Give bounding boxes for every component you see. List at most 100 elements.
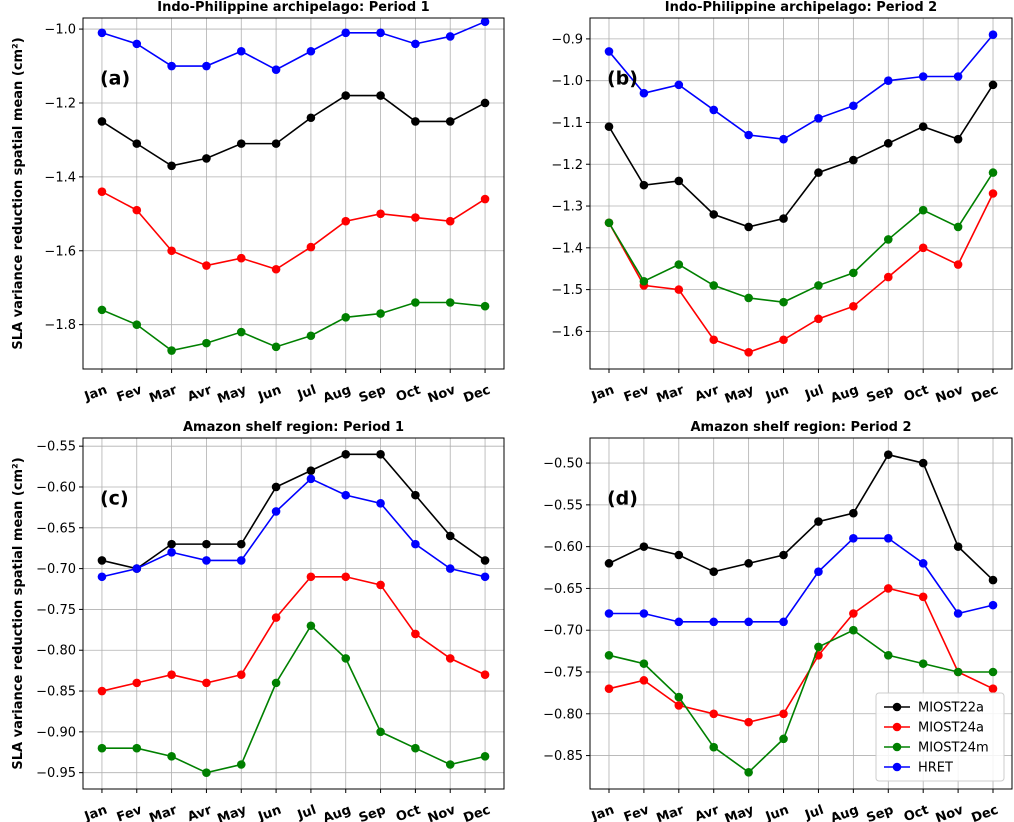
data-point-MIOST24m	[167, 752, 176, 761]
data-point-HRET	[604, 47, 614, 56]
data-point-MIOST24a	[988, 684, 998, 694]
data-point-MIOST22a	[341, 450, 351, 459]
y-tick-label: −0.60	[543, 540, 583, 555]
data-point-MIOST22a	[167, 539, 176, 549]
data-point-MIOST24m	[341, 654, 351, 663]
data-point-MIOST24m	[341, 312, 351, 322]
data-point-HRET	[814, 567, 823, 577]
data-point-HRET	[167, 547, 176, 557]
x-tick-label: Aug	[829, 383, 861, 407]
data-point-MIOST24m	[674, 260, 684, 269]
data-point-MIOST22a	[953, 134, 963, 144]
data-point-MIOST22a	[306, 113, 316, 123]
data-point-MIOST24m	[236, 760, 246, 769]
panel-label: (d)	[607, 488, 638, 510]
data-point-MIOST24a	[167, 246, 176, 256]
data-point-MIOST22a	[849, 155, 858, 165]
y-tick-label: −0.60	[36, 480, 76, 495]
x-tick-label: Nov	[426, 802, 458, 822]
data-point-MIOST22a	[202, 154, 211, 163]
data-point-MIOST22a	[883, 450, 893, 460]
x-tick-label: Sep	[357, 803, 388, 822]
x-tick-label: Jun	[763, 803, 791, 822]
data-point-MIOST24a	[674, 701, 684, 710]
data-point-HRET	[988, 30, 998, 40]
data-point-MIOST24a	[814, 314, 823, 324]
data-point-HRET	[674, 80, 684, 90]
data-point-HRET	[744, 130, 753, 140]
y-tick-label: −0.90	[36, 725, 76, 740]
data-point-HRET	[306, 46, 316, 56]
series-line-MIOST24a	[101, 575, 486, 692]
data-point-MIOST24m	[376, 727, 385, 737]
axes-frame	[82, 17, 505, 370]
data-point-MIOST24m	[779, 734, 788, 744]
x-tick-label: Oct	[902, 383, 931, 406]
y-tick-label: −1.4	[551, 241, 583, 256]
data-point-MIOST24a	[236, 253, 246, 263]
data-point-MIOST22a	[167, 161, 176, 171]
data-point-MIOST24m	[883, 650, 893, 660]
data-point-HRET	[341, 28, 351, 38]
data-point-MIOST24m	[306, 621, 316, 631]
data-point-HRET	[639, 609, 649, 618]
data-point-MIOST24m	[445, 298, 455, 307]
data-point-MIOST24a	[849, 609, 858, 618]
x-tick-label: May	[723, 382, 757, 406]
x-tick-label: Avr	[693, 382, 722, 405]
data-point-MIOST22a	[271, 139, 281, 148]
data-point-HRET	[167, 61, 176, 71]
data-point-MIOST24a	[341, 216, 351, 226]
data-point-MIOST24m	[202, 338, 211, 348]
data-point-MIOST22a	[988, 575, 998, 585]
y-tick-label: −1.2	[551, 158, 583, 173]
data-point-HRET	[918, 72, 928, 81]
series-line-MIOST22a	[101, 453, 486, 570]
data-point-MIOST22a	[988, 80, 998, 90]
x-tick-label: Jan	[589, 803, 617, 822]
x-tick-label: May	[215, 802, 249, 822]
data-point-MIOST22a	[639, 542, 649, 551]
series-line-MIOST22a	[101, 94, 486, 167]
data-point-MIOST24m	[236, 327, 246, 337]
data-point-MIOST24m	[744, 767, 753, 777]
x-tick-label: Jul	[295, 803, 319, 822]
data-point-MIOST22a	[97, 117, 107, 126]
axes-frame	[589, 437, 1013, 790]
y-tick-label: −1.8	[44, 318, 76, 333]
x-tick-label: Fev	[115, 802, 145, 822]
data-point-HRET	[849, 533, 858, 543]
y-tick-label: −1.0	[44, 23, 76, 38]
data-point-HRET	[953, 609, 963, 618]
legend-marker-HRET	[892, 762, 902, 772]
x-tick-label: Dec	[970, 803, 1001, 822]
data-point-MIOST22a	[341, 91, 351, 100]
series-line-MIOST24m	[608, 629, 994, 774]
data-point-HRET	[849, 101, 858, 111]
data-point-MIOST22a	[97, 556, 107, 565]
data-point-MIOST22a	[814, 168, 823, 177]
data-point-MIOST24m	[709, 742, 719, 752]
data-point-MIOST24a	[953, 260, 963, 269]
data-point-MIOST24a	[480, 670, 490, 680]
y-tick-label: −0.55	[36, 440, 76, 455]
x-tick-label: Fev	[622, 802, 652, 822]
data-point-HRET	[988, 600, 998, 610]
y-tick-label: −1.4	[44, 170, 76, 185]
data-point-MIOST24a	[445, 216, 455, 226]
x-tick-label: Dec	[970, 383, 1001, 406]
data-point-MIOST24m	[953, 667, 963, 677]
data-point-MIOST22a	[376, 450, 385, 459]
chart-panel-1: −1.8 −1.6 −1.4 −1.2 −1.0 Jan Fev Mar Avr May Jun Ju…	[11, 0, 505, 407]
data-point-HRET	[376, 28, 385, 38]
legend-marker-MIOST22a	[892, 702, 902, 712]
x-tick-label: Fev	[115, 382, 145, 405]
y-tick-label: −0.75	[36, 603, 76, 618]
x-tick-label: Oct	[902, 803, 931, 822]
data-point-HRET	[779, 617, 788, 627]
y-tick-label: −1.6	[551, 325, 583, 340]
series-line-HRET	[608, 34, 994, 141]
data-point-HRET	[132, 564, 142, 573]
x-tick-label: Sep	[865, 803, 896, 822]
data-point-MIOST24a	[988, 189, 998, 198]
